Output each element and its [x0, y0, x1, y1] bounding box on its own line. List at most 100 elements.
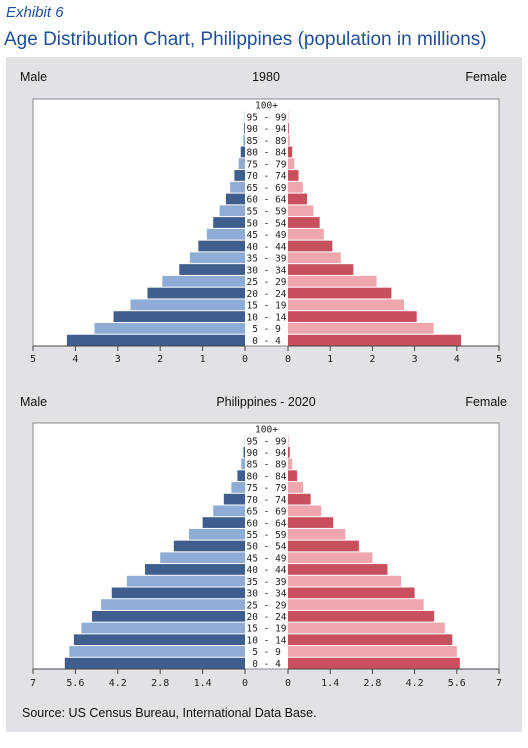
age-group-label: 95 - 99	[246, 112, 286, 123]
age-group-label: 90 - 94	[246, 448, 286, 459]
female-bar	[288, 657, 460, 669]
tick-label-left: 1	[200, 354, 206, 365]
age-group-label: 60 - 64	[246, 518, 286, 529]
male-bar	[69, 646, 245, 657]
female-bar	[288, 564, 388, 575]
female-bar	[288, 134, 290, 146]
male-bar	[223, 493, 245, 505]
female-bar	[288, 170, 299, 181]
tick-label-right: 2.8	[363, 678, 381, 689]
chart-title: Philippines - 2020	[216, 395, 315, 409]
female-bar	[288, 322, 434, 334]
age-group-label: 20 - 24	[246, 289, 286, 300]
male-bar	[219, 205, 245, 217]
age-group-label: 100+	[255, 425, 278, 436]
age-group-label: 30 - 34	[246, 265, 286, 276]
male-bar	[160, 552, 245, 564]
female-bar	[288, 299, 405, 311]
age-group-label: 30 - 34	[246, 589, 286, 600]
female-bar	[288, 646, 457, 657]
age-group-label: 65 - 69	[246, 183, 286, 194]
age-group-label: 60 - 64	[246, 195, 286, 206]
age-group-label: 80 - 84	[246, 471, 286, 482]
female-bar	[288, 470, 298, 482]
female-bar	[288, 240, 333, 252]
age-group-label: 10 - 14	[246, 312, 286, 323]
female-bar	[288, 610, 435, 622]
male-bar	[66, 334, 245, 346]
age-group-label: 35 - 39	[246, 577, 286, 588]
female-bar	[288, 505, 322, 517]
female-bar	[288, 311, 417, 322]
age-group-label: 25 - 29	[246, 277, 286, 288]
female-bar	[288, 552, 373, 564]
tick-label-left: 4	[72, 354, 78, 365]
female-bar	[288, 181, 303, 193]
male-bar	[188, 528, 245, 540]
tick-label-right: 7	[496, 678, 502, 689]
female-bar	[288, 634, 453, 646]
male-bar	[213, 217, 245, 228]
age-group-label: 45 - 49	[246, 230, 286, 241]
female-bar	[288, 599, 424, 610]
age-group-label: 85 - 89	[246, 460, 286, 471]
female-bar	[288, 217, 320, 228]
female-bar	[288, 264, 354, 275]
tick-label-right: 2	[369, 354, 375, 365]
chart-title: 1980	[252, 70, 280, 84]
tick-label-left: 2.8	[151, 678, 169, 689]
age-group-label: 0 - 4	[252, 659, 281, 670]
female-bar	[288, 287, 392, 299]
male-bar	[231, 482, 245, 493]
tick-label-left: 0	[242, 354, 248, 365]
age-group-label: 50 - 54	[246, 218, 286, 229]
male-bar	[238, 158, 245, 170]
male-bar	[240, 146, 245, 158]
age-group-label: 0 - 4	[252, 336, 281, 347]
tick-label-left: 4.2	[109, 678, 127, 689]
male-bar	[244, 123, 245, 134]
age-group-label: 15 - 19	[246, 301, 286, 312]
female-bar	[288, 493, 311, 505]
tick-label-right: 1	[327, 354, 333, 365]
source-note: Source: US Census Bureau, International …	[22, 706, 317, 720]
tick-label-left: 7	[30, 678, 36, 689]
male-bar	[225, 193, 245, 205]
tick-label-right: 4.2	[406, 678, 424, 689]
exhibit-label: Exhibit 6	[6, 4, 64, 21]
male-bar	[202, 517, 245, 528]
age-group-label: 55 - 59	[246, 530, 286, 541]
male-bar	[241, 458, 245, 470]
tick-label-right: 5	[496, 354, 502, 365]
tick-label-right: 5.6	[448, 678, 466, 689]
tick-label-right: 0	[285, 354, 291, 365]
female-bar	[288, 146, 293, 158]
age-group-label: 45 - 49	[246, 553, 286, 564]
male-label: Male	[20, 395, 47, 409]
female-bar	[288, 446, 290, 458]
tick-label-left: 2	[157, 354, 163, 365]
female-bar	[288, 205, 314, 217]
male-bar	[64, 657, 245, 669]
age-group-label: 90 - 94	[246, 124, 286, 135]
tick-label-right: 4	[454, 354, 460, 365]
male-bar	[230, 181, 245, 193]
age-group-label: 10 - 14	[246, 635, 286, 646]
male-bar	[179, 264, 245, 275]
tick-label-right: 0	[285, 678, 291, 689]
male-bar	[113, 311, 245, 322]
age-group-label: 80 - 84	[246, 148, 286, 159]
male-bar	[130, 299, 245, 311]
male-bar	[73, 634, 245, 646]
male-bar	[81, 622, 245, 634]
age-group-label: 40 - 44	[246, 565, 286, 576]
age-group-label: 5 - 9	[252, 324, 281, 335]
female-label: Female	[465, 70, 507, 84]
female-bar	[288, 575, 402, 587]
tick-label-left: 5.6	[66, 678, 84, 689]
male-bar	[111, 587, 245, 599]
female-bar	[288, 123, 289, 134]
age-group-label: 5 - 9	[252, 647, 281, 658]
